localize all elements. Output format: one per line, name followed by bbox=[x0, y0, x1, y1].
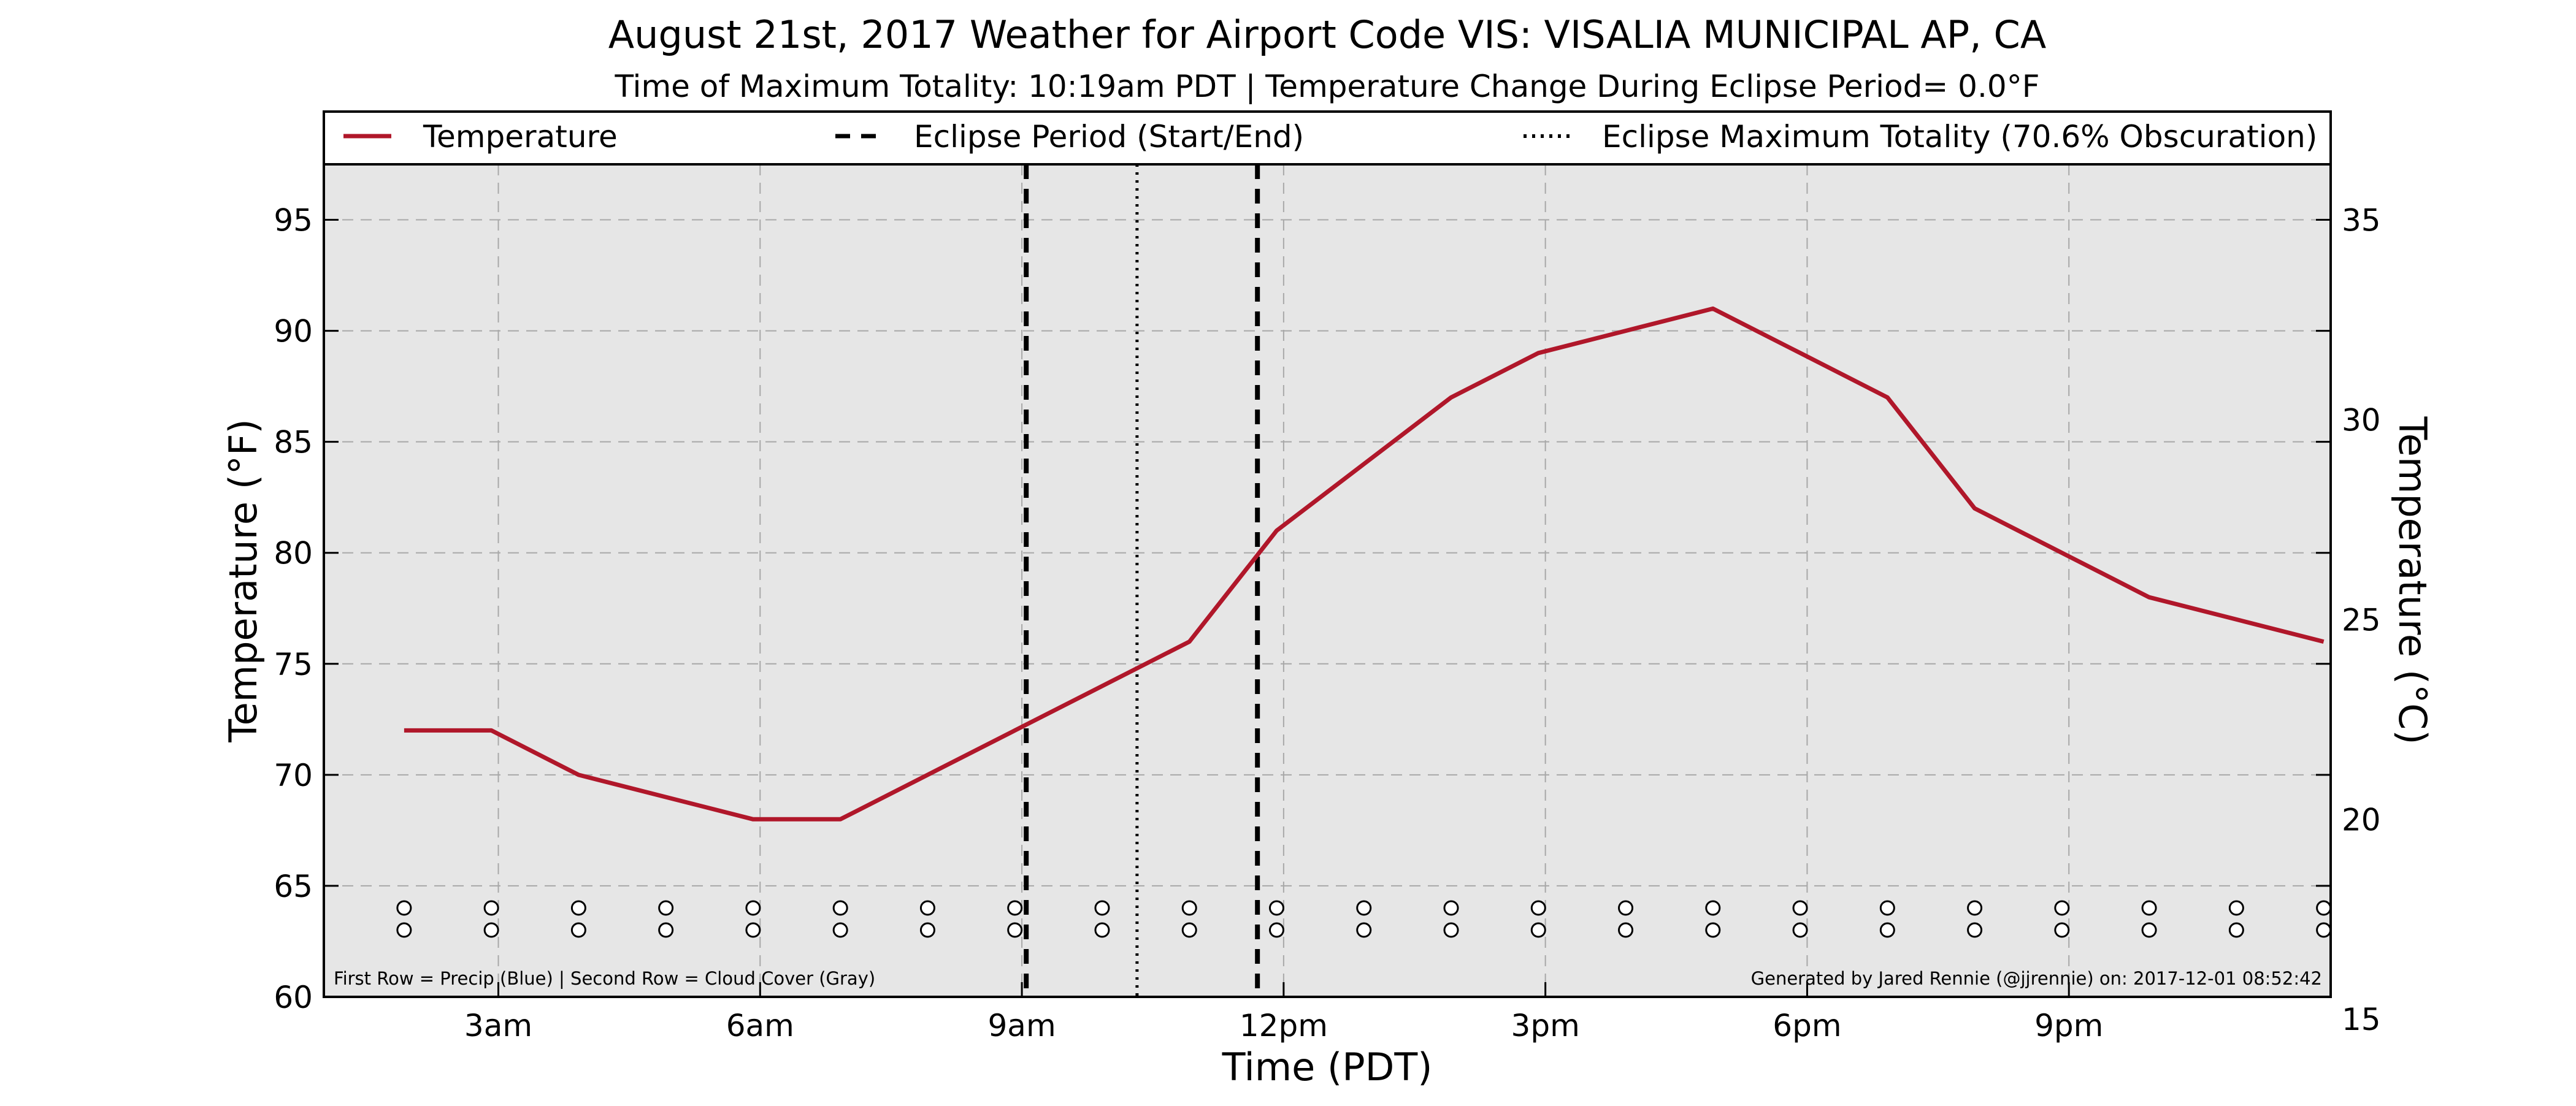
precip-indicator bbox=[658, 900, 674, 916]
cloud-cover-indicator bbox=[1007, 922, 1023, 938]
legend-label-temperature: Temperature bbox=[423, 119, 618, 154]
x-tick-label: 3am bbox=[464, 1008, 532, 1043]
y-tick-label-left: 85 bbox=[274, 425, 313, 460]
precip-indicator bbox=[832, 900, 848, 916]
precip-indicator bbox=[745, 900, 761, 916]
precip-indicator bbox=[2054, 900, 2070, 916]
precip-indicator bbox=[1967, 900, 1983, 916]
cloud-cover-indicator bbox=[1879, 922, 1895, 938]
x-tick-label: 6pm bbox=[1773, 1008, 1841, 1043]
footnote-right: Generated by Jared Rennie (@jjrennie) on… bbox=[1751, 968, 2322, 989]
cloud-cover-indicator bbox=[919, 922, 935, 938]
precip-indicator bbox=[1879, 900, 1895, 916]
precip-indicator bbox=[2316, 900, 2332, 916]
y-tick-label-left: 65 bbox=[274, 869, 313, 904]
footnote-left: First Row = Precip (Blue) | Second Row =… bbox=[334, 968, 875, 989]
y-tick-label-left: 90 bbox=[274, 314, 313, 349]
precip-indicator bbox=[1792, 900, 1808, 916]
x-tick-label: 9pm bbox=[2034, 1008, 2103, 1043]
cloud-cover-indicator bbox=[1356, 922, 1372, 938]
y-tick-label-left: 80 bbox=[274, 536, 313, 571]
x-tick-label: 12pm bbox=[1240, 1008, 1328, 1043]
cloud-cover-indicator bbox=[2141, 922, 2157, 938]
precip-indicator bbox=[919, 900, 935, 916]
cloud-cover-indicator bbox=[570, 922, 586, 938]
cloud-cover-indicator bbox=[1705, 922, 1721, 938]
y-tick-label-left: 60 bbox=[274, 980, 313, 1015]
x-axis-label: Time (PDT) bbox=[1222, 1045, 1433, 1089]
y-axis-label-left: Temperature (°F) bbox=[221, 419, 266, 742]
y-tick-label-right: 35 bbox=[2342, 203, 2381, 238]
precip-indicator bbox=[1356, 900, 1372, 916]
precip-indicator bbox=[1705, 900, 1721, 916]
chart-subtitle: Time of Maximum Totality: 10:19am PDT | … bbox=[615, 69, 2040, 104]
cloud-cover-indicator bbox=[396, 922, 412, 938]
y-tick-label-right: 20 bbox=[2342, 802, 2381, 837]
x-tick-label: 3pm bbox=[1511, 1008, 1580, 1043]
cloud-cover-indicator bbox=[1792, 922, 1808, 938]
precip-indicator bbox=[1443, 900, 1459, 916]
precip-cloud-indicators bbox=[396, 900, 2332, 938]
cloud-cover-indicator bbox=[1443, 922, 1459, 938]
series-line-temperature bbox=[404, 306, 2325, 822]
cloud-cover-indicator bbox=[1530, 922, 1546, 938]
cloud-cover-indicator bbox=[1181, 922, 1197, 938]
x-tick-label: 6am bbox=[726, 1008, 794, 1043]
legend-label-eclipse-max: Eclipse Maximum Totality (70.6% Obscurat… bbox=[1602, 119, 2317, 154]
precip-indicator bbox=[396, 900, 412, 916]
precip-indicator bbox=[1618, 900, 1634, 916]
grid-lines bbox=[324, 164, 2331, 997]
y-tick-label-left: 95 bbox=[274, 203, 313, 238]
precip-indicator bbox=[1181, 900, 1197, 916]
axes: 60 65 70 75 80 85 90 95 15 20 25 30 35 3am 6am 9am 12pm 3… bbox=[274, 203, 2380, 1043]
legend-box bbox=[323, 110, 2332, 166]
eclipse-markers bbox=[1024, 164, 1260, 997]
precip-indicator bbox=[483, 900, 499, 916]
precip-indicator bbox=[1268, 900, 1284, 916]
series-layer bbox=[404, 306, 2325, 822]
cloud-cover-indicator bbox=[832, 922, 848, 938]
y-tick-label-right: 15 bbox=[2342, 1002, 2381, 1037]
precip-indicator bbox=[1094, 900, 1110, 916]
cloud-cover-indicator bbox=[1967, 922, 1983, 938]
legend-label-eclipse-period: Eclipse Period (Start/End) bbox=[914, 119, 1304, 154]
cloud-cover-indicator bbox=[2054, 922, 2070, 938]
y-tick-label-right: 25 bbox=[2342, 602, 2381, 638]
cloud-cover-indicator bbox=[1618, 922, 1634, 938]
precip-indicator bbox=[1007, 900, 1023, 916]
cloud-cover-indicator bbox=[1094, 922, 1110, 938]
cloud-cover-indicator bbox=[745, 922, 761, 938]
chart-title: August 21st, 2017 Weather for Airport Co… bbox=[608, 12, 2047, 57]
plot-area-background bbox=[324, 164, 2331, 997]
y-tick-label-right: 30 bbox=[2342, 402, 2381, 438]
y-tick-label-left: 70 bbox=[274, 758, 313, 793]
precip-indicator bbox=[2141, 900, 2157, 916]
cloud-cover-indicator bbox=[1268, 922, 1284, 938]
cloud-cover-indicator bbox=[658, 922, 674, 938]
x-tick-label: 9am bbox=[988, 1008, 1056, 1043]
cloud-cover-indicator bbox=[2316, 922, 2332, 938]
plot-area-frame bbox=[323, 163, 2332, 998]
cloud-cover-indicator bbox=[483, 922, 499, 938]
cloud-cover-indicator bbox=[2228, 922, 2244, 938]
precip-indicator bbox=[1530, 900, 1546, 916]
y-tick-label-left: 75 bbox=[274, 647, 313, 682]
y-axis-label-right: Temperature (°C) bbox=[2390, 416, 2435, 744]
precip-indicator bbox=[2228, 900, 2244, 916]
precip-indicator bbox=[570, 900, 586, 916]
